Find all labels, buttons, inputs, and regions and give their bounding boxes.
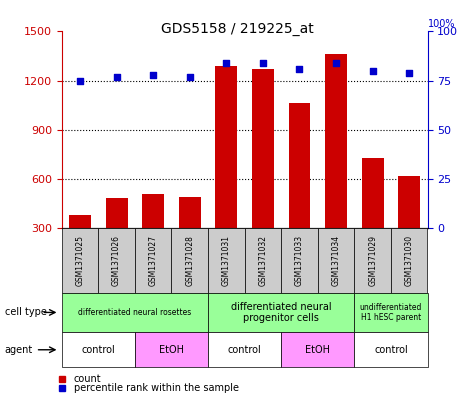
- Point: [295, 66, 304, 72]
- Text: control: control: [374, 345, 408, 355]
- Text: GSM1371027: GSM1371027: [149, 235, 158, 286]
- Text: count: count: [74, 374, 101, 384]
- Point: [259, 60, 267, 66]
- Point: [186, 73, 194, 80]
- Text: differentiated neural rosettes: differentiated neural rosettes: [78, 308, 191, 317]
- Text: GSM1371025: GSM1371025: [76, 235, 85, 286]
- Point: [113, 73, 121, 80]
- Text: GSM1371033: GSM1371033: [295, 235, 304, 286]
- Bar: [142, 193, 164, 277]
- Text: cell type: cell type: [5, 307, 47, 318]
- Bar: [252, 69, 274, 277]
- Text: control: control: [81, 345, 115, 355]
- Text: GSM1371029: GSM1371029: [368, 235, 377, 286]
- Bar: [105, 198, 128, 277]
- Point: [149, 72, 157, 78]
- Text: GDS5158 / 219225_at: GDS5158 / 219225_at: [161, 22, 314, 36]
- Text: agent: agent: [5, 345, 33, 355]
- Point: [405, 70, 413, 76]
- Bar: [361, 158, 384, 277]
- Text: EtOH: EtOH: [159, 345, 184, 355]
- Bar: [179, 197, 201, 277]
- Text: GSM1371030: GSM1371030: [405, 235, 414, 286]
- Text: GSM1371032: GSM1371032: [258, 235, 267, 286]
- Bar: [69, 215, 91, 277]
- Bar: [398, 176, 420, 277]
- Text: differentiated neural
progenitor cells: differentiated neural progenitor cells: [231, 302, 332, 323]
- Text: control: control: [228, 345, 262, 355]
- Bar: [325, 54, 347, 277]
- Point: [222, 60, 230, 66]
- Text: undifferentiated
H1 hESC parent: undifferentiated H1 hESC parent: [360, 303, 422, 322]
- Point: [76, 77, 84, 84]
- Text: GSM1371026: GSM1371026: [112, 235, 121, 286]
- Text: GSM1371028: GSM1371028: [185, 235, 194, 286]
- Point: [369, 68, 377, 74]
- Bar: [288, 103, 311, 277]
- Text: percentile rank within the sample: percentile rank within the sample: [74, 383, 238, 393]
- Text: EtOH: EtOH: [305, 345, 330, 355]
- Text: 100%: 100%: [428, 20, 455, 29]
- Point: [332, 60, 340, 66]
- Bar: [215, 66, 238, 277]
- Text: GSM1371034: GSM1371034: [332, 235, 341, 286]
- Text: GSM1371031: GSM1371031: [222, 235, 231, 286]
